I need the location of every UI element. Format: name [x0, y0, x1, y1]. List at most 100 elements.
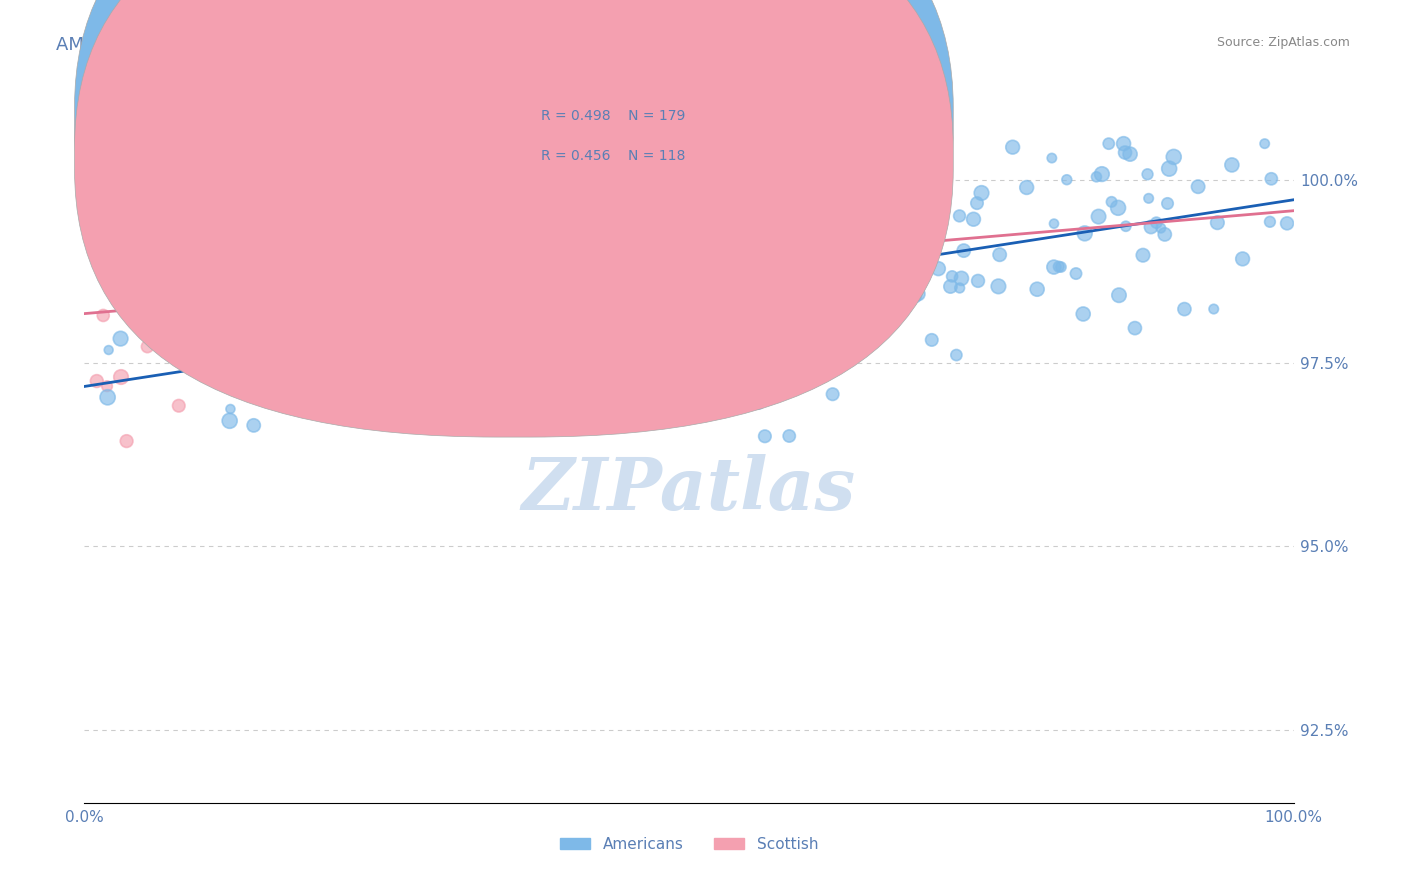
Point — [242, 418, 264, 433]
Point — [908, 201, 931, 215]
Point — [256, 240, 278, 254]
Point — [641, 293, 664, 307]
Point — [682, 347, 704, 361]
Point — [1220, 158, 1243, 172]
Point — [311, 256, 333, 270]
Point — [391, 269, 413, 284]
Point — [1064, 267, 1087, 281]
Point — [619, 301, 641, 315]
Point — [361, 353, 384, 368]
Point — [509, 288, 531, 302]
Point — [914, 265, 936, 279]
Point — [567, 333, 589, 347]
Point — [136, 340, 159, 354]
Point — [311, 279, 333, 293]
Point — [485, 284, 508, 298]
Point — [581, 317, 603, 331]
Point — [437, 303, 460, 318]
Point — [328, 343, 350, 358]
Point — [439, 402, 461, 417]
Point — [939, 279, 962, 293]
Point — [970, 186, 993, 200]
Point — [399, 326, 422, 340]
Point — [1043, 217, 1066, 231]
Point — [679, 265, 702, 279]
Point — [271, 283, 294, 297]
Point — [860, 315, 883, 329]
Point — [1202, 301, 1225, 316]
Point — [887, 248, 910, 262]
Point — [1260, 171, 1282, 186]
Point — [1043, 260, 1066, 274]
Point — [382, 288, 405, 302]
Point — [578, 382, 600, 396]
Point — [333, 285, 356, 299]
Point — [453, 325, 475, 339]
Point — [1119, 147, 1142, 161]
Point — [894, 291, 917, 305]
Point — [180, 310, 202, 325]
Point — [609, 291, 631, 305]
Point — [598, 247, 620, 261]
Point — [1040, 151, 1063, 165]
Point — [86, 374, 108, 388]
Point — [623, 169, 645, 184]
Point — [806, 242, 828, 256]
Point — [316, 384, 339, 399]
Point — [988, 248, 1011, 262]
Point — [699, 305, 721, 319]
Point — [413, 258, 436, 272]
Point — [952, 244, 974, 258]
Point — [489, 348, 512, 362]
Point — [569, 320, 592, 334]
Point — [426, 341, 449, 355]
Point — [696, 326, 718, 341]
Point — [110, 370, 132, 384]
Point — [207, 299, 229, 313]
Point — [274, 260, 297, 274]
Point — [1132, 248, 1154, 262]
Point — [696, 246, 718, 260]
Point — [374, 296, 396, 310]
Point — [543, 278, 565, 293]
Point — [287, 315, 309, 329]
Point — [710, 204, 733, 219]
Text: Source: ZipAtlas.com: Source: ZipAtlas.com — [1216, 36, 1350, 49]
Point — [903, 289, 925, 303]
Point — [477, 264, 499, 278]
Point — [1112, 136, 1135, 151]
Point — [616, 248, 638, 262]
Point — [1108, 288, 1130, 302]
Point — [785, 208, 807, 222]
Point — [553, 285, 575, 300]
Point — [167, 399, 190, 413]
Point — [849, 335, 872, 350]
Point — [640, 319, 662, 334]
Point — [941, 269, 963, 284]
Point — [96, 379, 118, 393]
Point — [832, 291, 855, 305]
Point — [1140, 220, 1163, 235]
Point — [259, 279, 281, 293]
Point — [1026, 282, 1049, 296]
Point — [1254, 136, 1277, 151]
Point — [1275, 216, 1298, 230]
Point — [474, 221, 496, 235]
Point — [298, 166, 321, 180]
Point — [1071, 307, 1094, 321]
Legend: Americans, Scottish: Americans, Scottish — [554, 830, 824, 858]
Point — [645, 197, 668, 211]
Point — [260, 281, 283, 295]
Point — [644, 213, 666, 227]
Point — [323, 262, 346, 277]
Point — [619, 136, 641, 151]
Point — [463, 244, 485, 259]
Point — [571, 142, 593, 156]
Point — [810, 168, 832, 182]
Point — [591, 234, 613, 248]
Point — [761, 246, 783, 260]
Point — [835, 196, 858, 211]
Text: R = 0.456    N = 118: R = 0.456 N = 118 — [541, 149, 686, 163]
Point — [468, 208, 491, 222]
Point — [155, 318, 177, 332]
